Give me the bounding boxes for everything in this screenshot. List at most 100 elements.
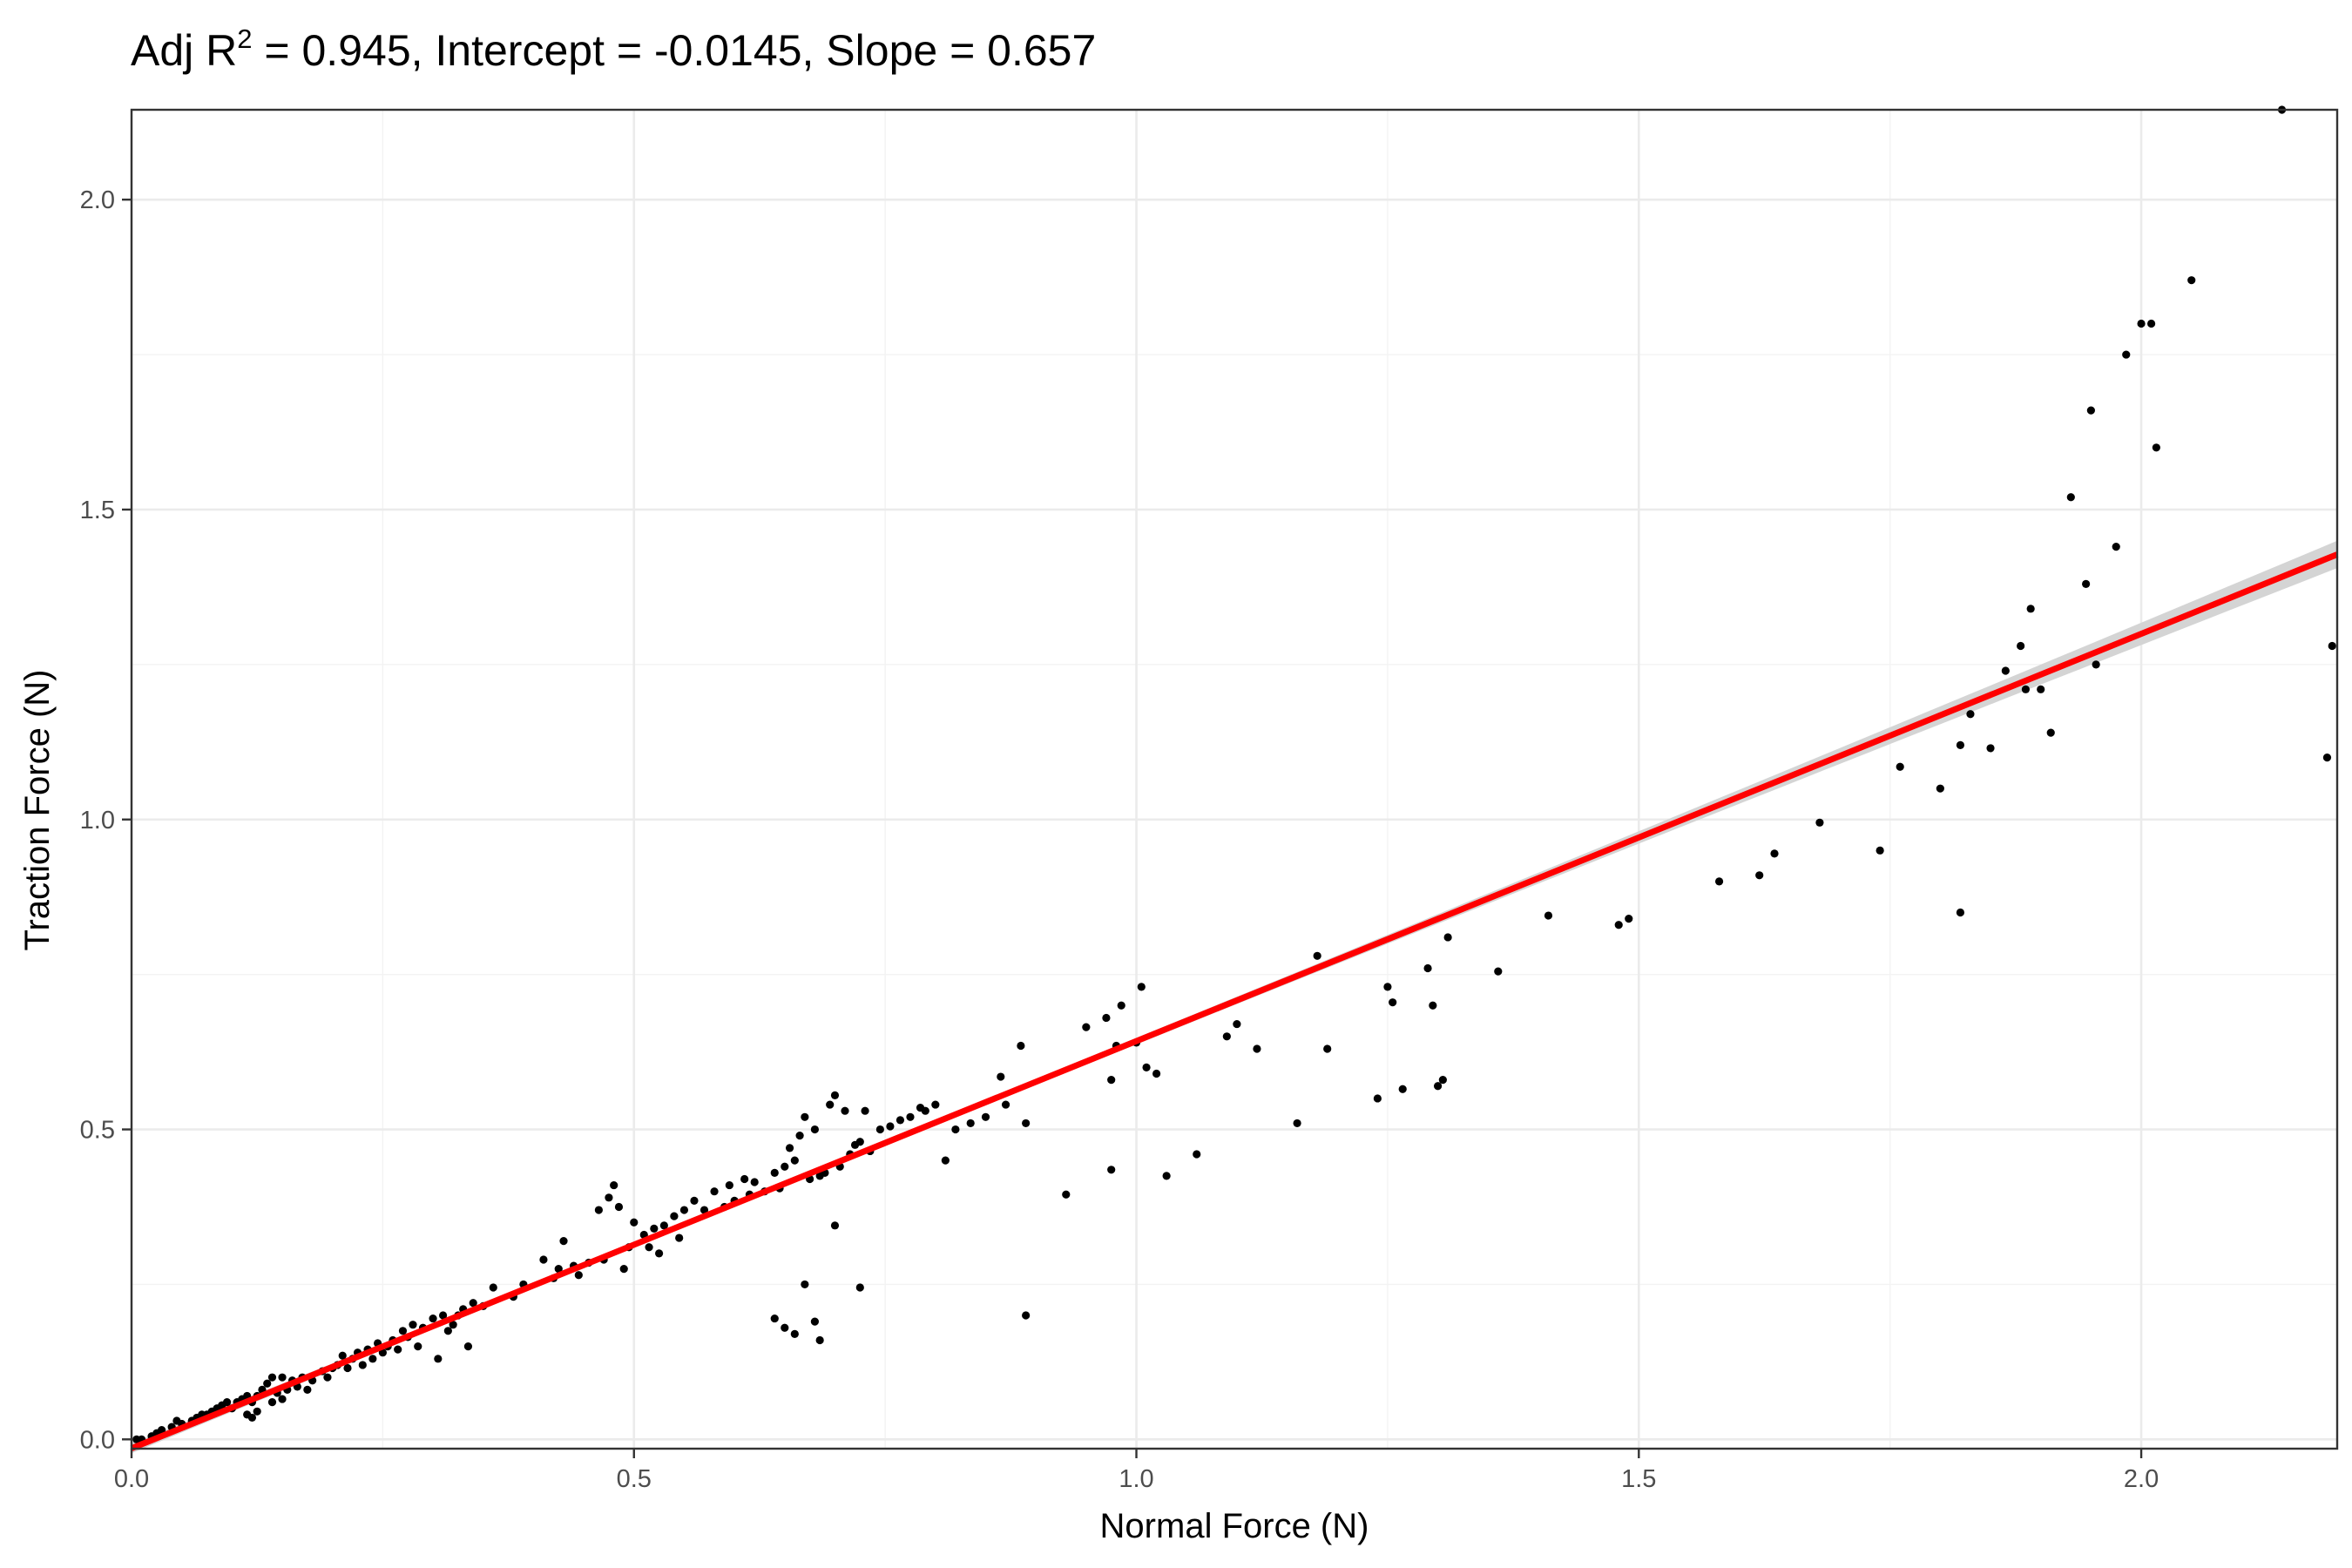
data-point	[1770, 849, 1779, 858]
data-point	[981, 1112, 990, 1121]
data-point	[1162, 1172, 1171, 1180]
data-point	[2122, 350, 2131, 359]
data-point	[263, 1379, 272, 1388]
data-point	[679, 1206, 689, 1214]
x-tick-label: 0.0	[114, 1465, 149, 1493]
data-point	[1253, 1044, 1261, 1053]
y-tick-label: 1.0	[80, 807, 115, 835]
data-point	[1625, 915, 1633, 923]
fit-line-layer	[130, 551, 2339, 1451]
data-point	[740, 1174, 749, 1184]
y-tick-label: 0.5	[80, 1117, 115, 1145]
data-point	[1001, 1100, 1010, 1109]
data-point	[941, 1156, 950, 1165]
data-point	[1429, 1001, 1437, 1010]
data-point	[855, 1138, 864, 1146]
data-point	[2086, 406, 2095, 415]
data-point	[368, 1355, 377, 1363]
data-point	[650, 1224, 659, 1233]
y-tick-label: 2.0	[80, 186, 115, 214]
data-point	[358, 1361, 367, 1369]
data-point	[1544, 911, 1553, 920]
data-point	[605, 1193, 613, 1202]
data-point	[1017, 1041, 1025, 1051]
data-point	[1438, 1076, 1447, 1085]
data-point	[574, 1271, 583, 1280]
data-point	[1815, 818, 1824, 827]
data-point	[267, 1398, 277, 1407]
data-point	[830, 1091, 840, 1100]
data-point	[2026, 605, 2035, 613]
data-point	[1152, 1069, 1161, 1078]
data-point	[659, 1221, 668, 1230]
data-point	[1142, 1063, 1151, 1071]
data-point	[790, 1329, 799, 1338]
data-point	[630, 1218, 639, 1227]
data-point	[222, 1398, 232, 1407]
data-point	[1373, 1094, 1382, 1103]
data-point	[247, 1413, 257, 1423]
data-point	[409, 1321, 417, 1329]
data-point	[1896, 762, 1904, 771]
data-point	[2037, 685, 2045, 693]
x-tick-label: 0.5	[617, 1465, 652, 1493]
data-point	[1233, 1019, 1241, 1029]
data-point	[810, 1317, 820, 1326]
data-point	[1956, 740, 1965, 749]
data-point	[886, 1122, 895, 1131]
data-point	[785, 1144, 794, 1152]
data-point	[1714, 877, 1724, 886]
data-point	[770, 1168, 779, 1177]
data-point	[1956, 908, 1965, 917]
data-point	[675, 1233, 684, 1242]
data-point	[539, 1255, 548, 1264]
data-point	[801, 1280, 809, 1289]
data-point	[710, 1187, 719, 1196]
data-point	[1022, 1119, 1031, 1128]
data-point	[394, 1345, 402, 1354]
data-point	[781, 1162, 789, 1171]
data-point	[931, 1100, 940, 1109]
data-point	[559, 1237, 568, 1246]
data-point	[343, 1363, 352, 1373]
data-point	[2152, 443, 2160, 452]
data-point	[810, 1125, 820, 1134]
data-point	[1423, 963, 1432, 973]
data-point	[1398, 1085, 1407, 1093]
data-point	[278, 1373, 287, 1382]
x-tick-label: 1.0	[1119, 1465, 1153, 1493]
data-point	[841, 1106, 849, 1115]
data-point	[830, 1221, 840, 1230]
data-point	[2112, 543, 2120, 551]
data-point	[801, 1112, 809, 1121]
data-point	[1494, 967, 1503, 976]
data-point	[645, 1243, 653, 1252]
data-point	[815, 1335, 824, 1345]
data-point	[2322, 753, 2332, 762]
data-point	[997, 1072, 1005, 1081]
data-point	[594, 1206, 603, 1214]
data-point	[278, 1395, 287, 1403]
axis-ticks: 0.0 0.5 1.0 1.5 2.0 0.0 0.5 1.0 1.5 2.0	[80, 186, 2159, 1493]
data-point	[429, 1314, 437, 1323]
data-point	[1323, 1044, 1332, 1053]
data-point	[1936, 784, 1944, 793]
data-point	[875, 1125, 884, 1134]
data-point	[855, 1283, 864, 1292]
data-point	[469, 1299, 477, 1308]
x-tick-label: 2.0	[2124, 1465, 2159, 1493]
data-point	[1383, 983, 1392, 991]
data-point	[1082, 1023, 1091, 1031]
data-point	[2137, 319, 2146, 328]
chart-title-suffix: = 0.945, Intercept = -0.0145, Slope = 0.…	[253, 26, 1097, 75]
data-point	[434, 1355, 443, 1363]
data-point	[338, 1351, 347, 1360]
data-point	[489, 1283, 497, 1292]
data-point	[614, 1202, 624, 1212]
data-point	[2187, 276, 2196, 285]
data-point	[443, 1327, 452, 1335]
data-point	[655, 1249, 664, 1258]
x-axis-title: Normal Force (N)	[1100, 1507, 1369, 1545]
data-point	[463, 1342, 473, 1351]
